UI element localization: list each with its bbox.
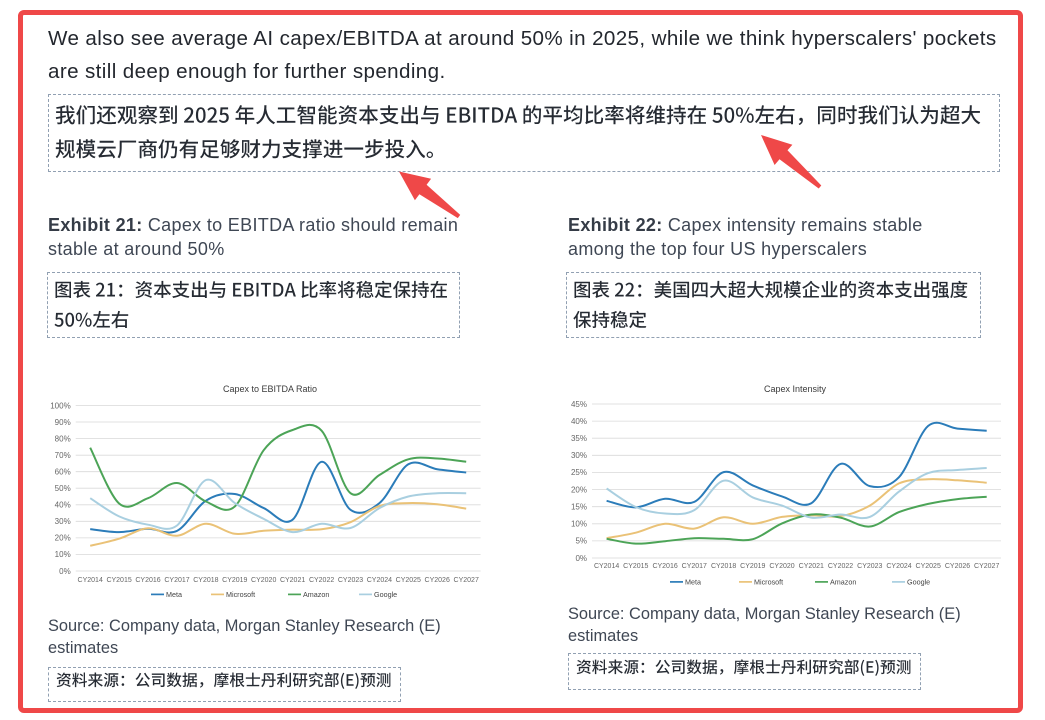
svg-text:CY2015: CY2015 xyxy=(623,563,648,570)
svg-text:CY2018: CY2018 xyxy=(193,577,218,584)
svg-text:Google: Google xyxy=(374,590,397,599)
svg-text:CY2016: CY2016 xyxy=(135,577,160,584)
svg-text:70%: 70% xyxy=(55,451,71,460)
svg-text:CY2026: CY2026 xyxy=(425,577,450,584)
svg-text:CY2019: CY2019 xyxy=(222,577,247,584)
svg-text:CY2016: CY2016 xyxy=(652,563,677,570)
svg-text:CY2021: CY2021 xyxy=(280,577,305,584)
svg-text:45%: 45% xyxy=(571,400,587,409)
svg-text:Microsoft: Microsoft xyxy=(754,578,783,587)
svg-text:40%: 40% xyxy=(571,417,587,426)
svg-text:CY2017: CY2017 xyxy=(682,563,707,570)
svg-text:CY2014: CY2014 xyxy=(594,563,619,570)
svg-text:90%: 90% xyxy=(55,418,71,427)
svg-text:CY2015: CY2015 xyxy=(106,577,131,584)
svg-text:CY2022: CY2022 xyxy=(828,563,853,570)
svg-text:CY2027: CY2027 xyxy=(974,563,999,570)
svg-text:Capex to EBITDA Ratio: Capex to EBITDA Ratio xyxy=(223,384,317,394)
svg-text:40%: 40% xyxy=(55,501,71,510)
svg-text:Meta: Meta xyxy=(166,590,182,599)
svg-text:CY2023: CY2023 xyxy=(338,577,363,584)
svg-text:25%: 25% xyxy=(571,468,587,477)
svg-text:CY2014: CY2014 xyxy=(78,577,103,584)
svg-text:CY2018: CY2018 xyxy=(711,563,736,570)
svg-text:Google: Google xyxy=(907,578,930,587)
svg-text:Microsoft: Microsoft xyxy=(226,590,255,599)
svg-text:30%: 30% xyxy=(571,451,587,460)
svg-text:CY2027: CY2027 xyxy=(454,577,479,584)
svg-text:CY2020: CY2020 xyxy=(769,563,794,570)
svg-text:CY2026: CY2026 xyxy=(945,563,970,570)
svg-text:CY2020: CY2020 xyxy=(251,577,276,584)
svg-text:CY2023: CY2023 xyxy=(857,563,882,570)
svg-text:10%: 10% xyxy=(571,520,587,529)
svg-text:60%: 60% xyxy=(55,468,71,477)
svg-text:5%: 5% xyxy=(575,537,587,546)
svg-text:CY2019: CY2019 xyxy=(740,563,765,570)
svg-text:100%: 100% xyxy=(50,401,70,410)
svg-text:15%: 15% xyxy=(571,503,587,512)
svg-text:35%: 35% xyxy=(571,434,587,443)
svg-text:Amazon: Amazon xyxy=(830,578,856,587)
svg-text:CY2024: CY2024 xyxy=(886,563,911,570)
svg-text:CY2017: CY2017 xyxy=(164,577,189,584)
svg-text:Capex Intensity: Capex Intensity xyxy=(764,384,827,394)
svg-text:30%: 30% xyxy=(55,517,71,526)
svg-text:0%: 0% xyxy=(575,554,587,563)
svg-text:0%: 0% xyxy=(59,567,71,576)
svg-text:10%: 10% xyxy=(55,550,71,559)
svg-text:CY2024: CY2024 xyxy=(367,577,392,584)
svg-text:Meta: Meta xyxy=(685,578,701,587)
svg-text:CY2025: CY2025 xyxy=(916,563,941,570)
svg-text:CY2025: CY2025 xyxy=(396,577,421,584)
svg-text:20%: 20% xyxy=(571,485,587,494)
svg-text:20%: 20% xyxy=(55,534,71,543)
svg-text:50%: 50% xyxy=(55,484,71,493)
svg-text:CY2021: CY2021 xyxy=(799,563,824,570)
svg-text:80%: 80% xyxy=(55,434,71,443)
svg-text:CY2022: CY2022 xyxy=(309,577,334,584)
svg-text:Amazon: Amazon xyxy=(303,590,329,599)
